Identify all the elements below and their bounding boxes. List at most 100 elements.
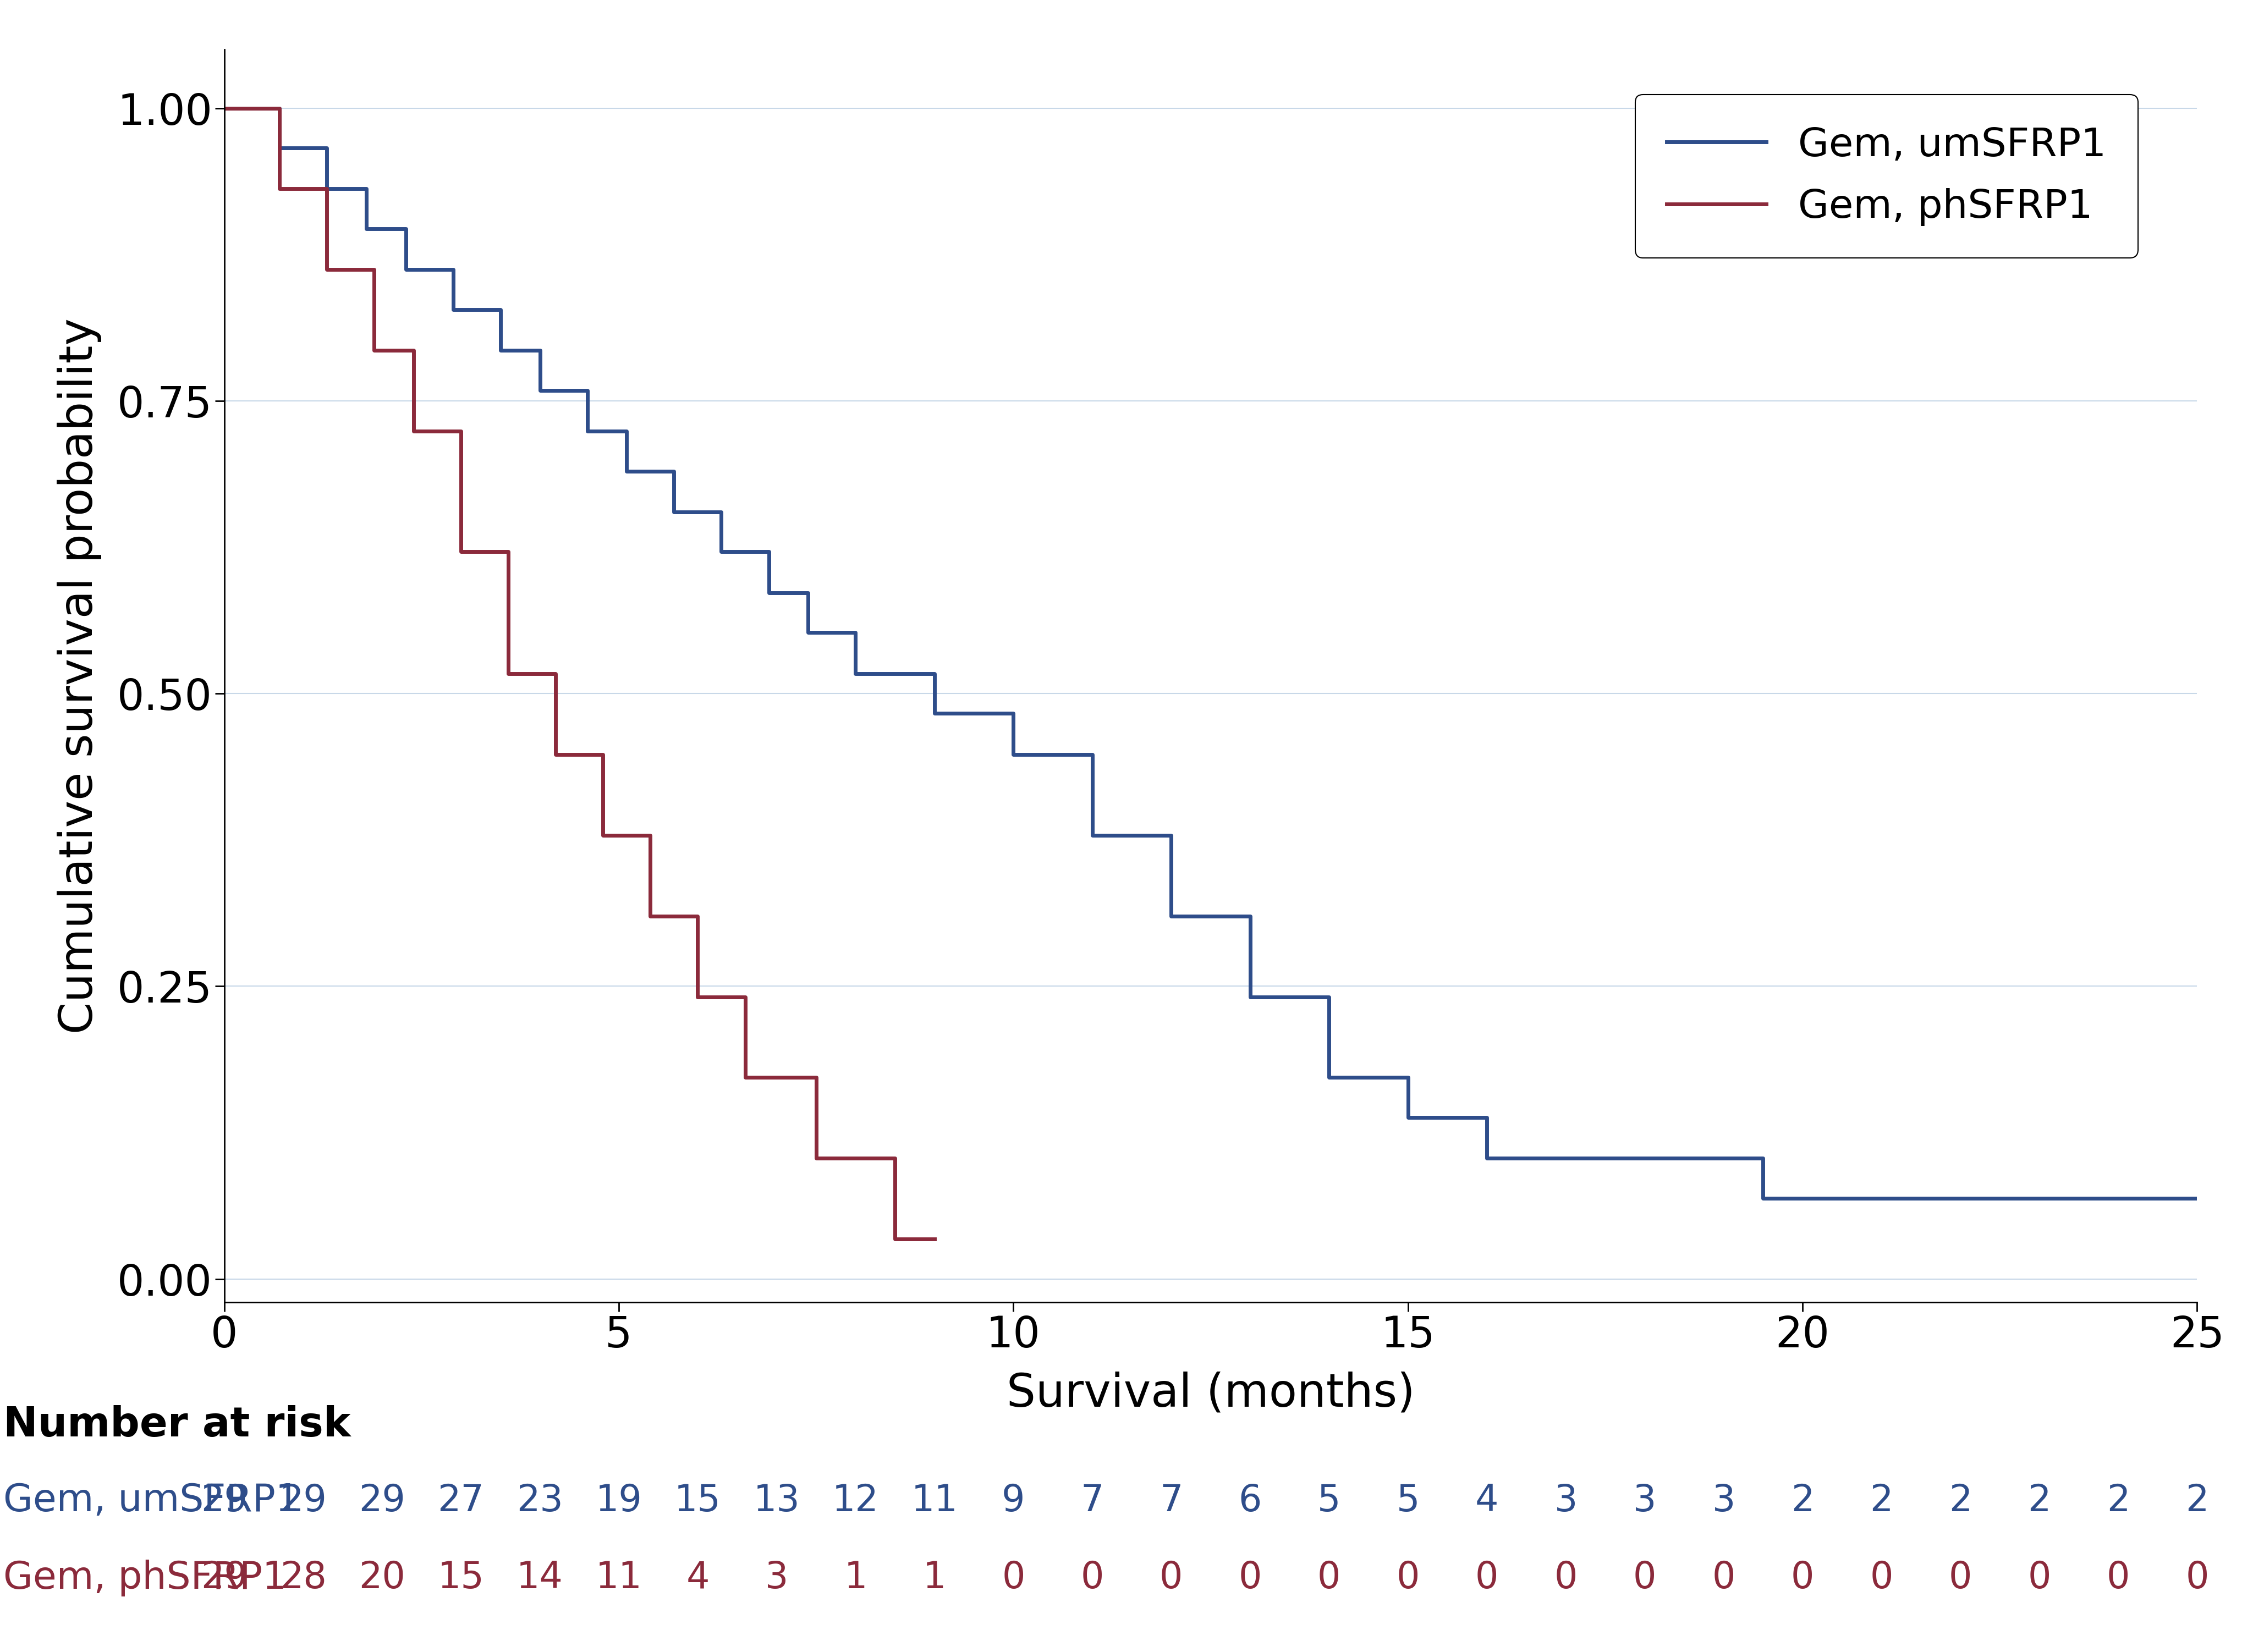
Gem, umSFRP1 <box>960 704 986 724</box>
Line: Gem, umSFRP1: Gem, umSFRP1 <box>224 107 2197 1198</box>
Gem, phSFRP1 <box>314 259 341 279</box>
Gem, phSFRP1 <box>361 340 388 360</box>
Gem, phSFRP1 <box>336 259 363 279</box>
Gem, phSFRP1 <box>881 1229 908 1249</box>
Text: 15: 15 <box>437 1559 484 1596</box>
Text: 29: 29 <box>359 1482 406 1518</box>
Gem, umSFRP1 <box>1119 826 1146 846</box>
Text: 0: 0 <box>1475 1559 1498 1596</box>
Gem, umSFRP1 <box>1551 1148 1578 1168</box>
Text: 0: 0 <box>1870 1559 1892 1596</box>
Gem, phSFRP1 <box>731 1067 758 1087</box>
Gem, umSFRP1 <box>921 704 948 724</box>
Gem, phSFRP1 <box>708 986 735 1006</box>
Gem, umSFRP1 <box>843 664 870 684</box>
Gem, phSFRP1 <box>471 542 498 562</box>
Gem, umSFRP1 <box>637 461 664 481</box>
Text: 28: 28 <box>280 1559 327 1596</box>
Text: 0: 0 <box>1948 1559 1973 1596</box>
Text: 0: 0 <box>2027 1559 2051 1596</box>
Text: 5: 5 <box>1397 1482 1419 1518</box>
Gem, phSFRP1 <box>803 1148 830 1168</box>
Y-axis label: Cumulative survival probability: Cumulative survival probability <box>58 317 101 1034</box>
Gem, umSFRP1 <box>289 139 316 159</box>
Gem, umSFRP1 <box>1473 1148 1500 1168</box>
Gem, umSFRP1 <box>1238 986 1264 1006</box>
Gem, phSFRP1 <box>590 826 617 846</box>
Gem, umSFRP1 <box>549 380 576 400</box>
Text: 29: 29 <box>202 1482 247 1518</box>
Gem, phSFRP1 <box>242 97 269 117</box>
Line: Gem, phSFRP1: Gem, phSFRP1 <box>224 107 935 1239</box>
Gem, umSFRP1 <box>794 623 821 643</box>
Text: 9: 9 <box>1002 1482 1025 1518</box>
Gem, phSFRP1 <box>518 664 545 684</box>
Text: 29: 29 <box>202 1559 247 1596</box>
Gem, phSFRP1 <box>377 340 404 360</box>
Gem, umSFRP1 <box>881 664 908 684</box>
Text: 3: 3 <box>1632 1482 1657 1518</box>
Gem, umSFRP1 <box>267 139 294 159</box>
Gem, umSFRP1 <box>1711 1148 1738 1168</box>
Gem, umSFRP1 <box>1040 745 1067 765</box>
Gem, umSFRP1 <box>439 299 466 319</box>
Gem, phSFRP1 <box>614 826 641 846</box>
Gem, phSFRP1 <box>921 1229 948 1249</box>
Text: 0: 0 <box>1397 1559 1419 1596</box>
Gem, umSFRP1 <box>731 542 758 562</box>
Text: 0: 0 <box>1713 1559 1735 1596</box>
Gem, umSFRP1 <box>527 380 554 400</box>
Text: 20: 20 <box>359 1559 406 1596</box>
Text: 3: 3 <box>765 1559 789 1596</box>
Text: 7: 7 <box>1081 1482 1103 1518</box>
Gem, phSFRP1 <box>843 1148 870 1168</box>
Gem, umSFRP1 <box>708 542 735 562</box>
Gem, umSFRP1 <box>2184 1188 2211 1208</box>
Gem, umSFRP1 <box>574 421 601 441</box>
Gem, umSFRP1 <box>330 178 356 198</box>
Text: 3: 3 <box>1554 1482 1578 1518</box>
Gem, umSFRP1 <box>242 97 269 117</box>
Text: 14: 14 <box>516 1559 563 1596</box>
Gem, phSFRP1 <box>684 986 711 1006</box>
Text: 4: 4 <box>686 1559 708 1596</box>
Text: 7: 7 <box>1159 1482 1184 1518</box>
Gem, phSFRP1 <box>424 421 451 441</box>
Text: 2: 2 <box>1791 1482 1814 1518</box>
Gem, umSFRP1 <box>1749 1188 1776 1208</box>
Text: 0: 0 <box>1632 1559 1657 1596</box>
Gem, umSFRP1 <box>1395 1107 1421 1127</box>
Gem, phSFRP1 <box>543 745 569 765</box>
Gem, umSFRP1 <box>464 299 491 319</box>
Gem, umSFRP1 <box>1316 1067 1343 1087</box>
Gem, umSFRP1 <box>1000 745 1027 765</box>
Text: Gem, phSFRP1: Gem, phSFRP1 <box>2 1559 287 1596</box>
Gem, phSFRP1 <box>661 905 688 925</box>
Text: 2: 2 <box>2027 1482 2051 1518</box>
Text: 6: 6 <box>1238 1482 1262 1518</box>
Gem, phSFRP1 <box>211 97 238 117</box>
Text: Gem, umSFRP1: Gem, umSFRP1 <box>2 1482 300 1518</box>
Gem, phSFRP1 <box>565 745 592 765</box>
Gem, umSFRP1 <box>661 502 688 522</box>
Gem, umSFRP1 <box>590 421 617 441</box>
Gem, umSFRP1 <box>1435 1107 1462 1127</box>
Text: 0: 0 <box>2107 1559 2130 1596</box>
Text: 29: 29 <box>280 1482 327 1518</box>
Gem, umSFRP1 <box>368 218 395 238</box>
Text: 12: 12 <box>832 1482 879 1518</box>
Gem, phSFRP1 <box>495 664 522 684</box>
Legend: Gem, umSFRP1, Gem, phSFRP1: Gem, umSFRP1, Gem, phSFRP1 <box>1634 94 2139 258</box>
Text: 4: 4 <box>1475 1482 1498 1518</box>
Text: 11: 11 <box>596 1559 641 1596</box>
Text: 2: 2 <box>2107 1482 2130 1518</box>
Text: 19: 19 <box>596 1482 641 1518</box>
Text: 2: 2 <box>1948 1482 1973 1518</box>
Gem, umSFRP1 <box>1632 1148 1659 1168</box>
Text: 2: 2 <box>2186 1482 2208 1518</box>
Gem, umSFRP1 <box>756 583 782 603</box>
Text: 5: 5 <box>1318 1482 1341 1518</box>
Gem, umSFRP1 <box>417 259 444 279</box>
Gem, umSFRP1 <box>392 259 419 279</box>
Text: 11: 11 <box>910 1482 957 1518</box>
